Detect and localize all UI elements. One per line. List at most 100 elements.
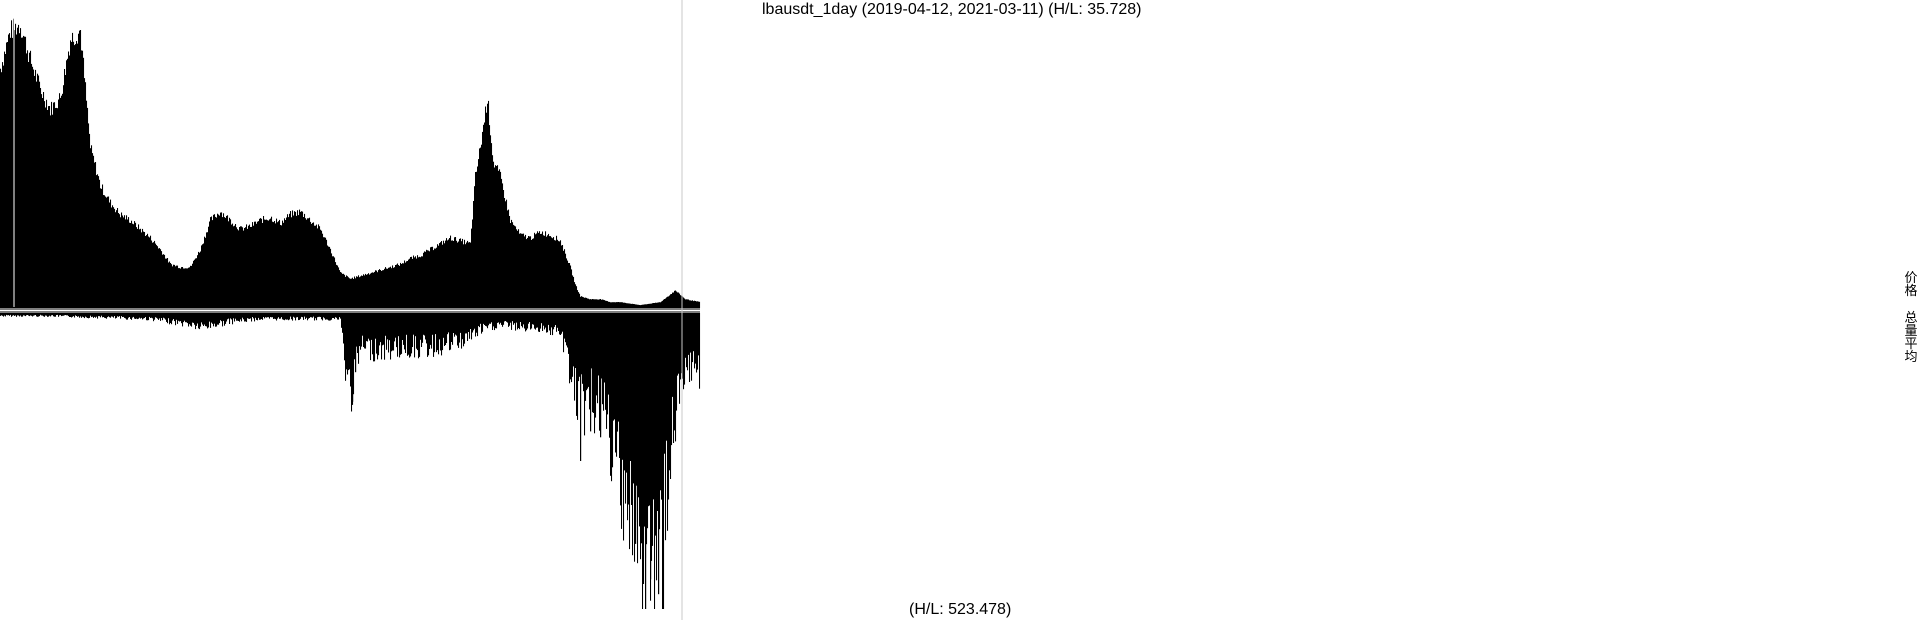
- price-bar: [81, 50, 83, 309]
- volume-bar: [18, 313, 20, 316]
- price-bar: [350, 278, 352, 308]
- volume-bar: [403, 313, 405, 345]
- price-bar: [389, 267, 391, 308]
- price-bar: [687, 299, 689, 308]
- volume-bar: [631, 313, 633, 505]
- volume-bar: [698, 313, 700, 356]
- price-bar: [260, 218, 262, 308]
- price-bar: [465, 244, 467, 308]
- price-bar: [130, 223, 132, 308]
- price-bar: [509, 216, 511, 308]
- volume-bar: [607, 313, 609, 415]
- volume-bar: [402, 313, 404, 340]
- price-bar: [482, 131, 484, 308]
- volume-bar: [43, 313, 45, 317]
- volume-bar: [141, 313, 143, 318]
- price-bar: [233, 226, 235, 308]
- price-bar: [29, 52, 31, 309]
- volume-bar: [350, 313, 352, 387]
- volume-bar: [25, 313, 27, 317]
- price-bar: [273, 222, 275, 308]
- price-bar: [303, 217, 305, 308]
- price-bar: [617, 302, 619, 308]
- volume-bar: [559, 313, 561, 335]
- price-bar: [21, 37, 23, 308]
- price-bar: [48, 106, 50, 308]
- volume-bar: [155, 313, 157, 318]
- volume-bar: [77, 313, 79, 317]
- volume-bar: [332, 313, 334, 318]
- volume-bar: [116, 313, 118, 318]
- volume-bar: [388, 313, 390, 353]
- volume-bar: [477, 313, 479, 337]
- volume-bar: [542, 313, 544, 331]
- price-bar: [507, 210, 509, 308]
- volume-bar: [574, 313, 576, 401]
- volume-bar: [565, 313, 567, 343]
- price-bar: [680, 295, 682, 308]
- volume-bar: [557, 313, 559, 328]
- volume-bar: [102, 313, 104, 318]
- volume-bar: [194, 313, 196, 325]
- price-bar: [470, 242, 472, 308]
- price-bar: [337, 265, 339, 308]
- price-bar: [316, 224, 318, 308]
- volume-bar: [42, 313, 44, 316]
- volume-bar: [266, 313, 268, 318]
- volume-bar: [108, 313, 110, 317]
- volume-bar: [679, 313, 681, 404]
- price-bar: [245, 227, 247, 308]
- volume-bar: [613, 313, 615, 421]
- price-bar: [112, 205, 114, 308]
- price-bar: [420, 257, 422, 308]
- price-bar: [147, 233, 149, 308]
- price-bar: [95, 162, 97, 308]
- price-bar: [345, 276, 347, 308]
- volume-bar: [272, 313, 274, 318]
- volume-bar: [366, 313, 368, 342]
- price-bar: [312, 222, 314, 308]
- volume-bar: [32, 313, 34, 317]
- volume-bar: [110, 313, 112, 318]
- price-bar: [458, 241, 460, 308]
- price-bar: [270, 218, 272, 308]
- volume-bar: [339, 313, 341, 318]
- price-bar: [66, 60, 68, 308]
- price-bar: [184, 268, 186, 308]
- price-bar: [251, 226, 253, 308]
- price-bar: [52, 114, 54, 308]
- volume-bar: [159, 313, 161, 319]
- price-bar: [489, 125, 491, 308]
- price-bar: [697, 301, 699, 308]
- volume-bar: [239, 313, 241, 322]
- volume-bar: [153, 313, 155, 322]
- price-bar: [26, 53, 28, 309]
- volume-bar: [386, 313, 388, 350]
- volume-bar: [555, 313, 557, 325]
- volume-bar: [564, 313, 566, 339]
- volume-bar: [540, 313, 542, 329]
- price-bar: [97, 174, 99, 308]
- price-bar: [454, 237, 456, 308]
- price-bar: [61, 95, 63, 308]
- volume-bar: [189, 313, 191, 325]
- volume-bar: [133, 313, 135, 317]
- volume-bar: [541, 313, 543, 324]
- volume-bar: [460, 313, 462, 333]
- volume-bar: [371, 313, 373, 340]
- volume-bar: [589, 313, 591, 410]
- volume-bar: [93, 313, 95, 318]
- price-bar: [424, 251, 426, 308]
- price-bar: [422, 256, 424, 308]
- volume-bar: [445, 313, 447, 345]
- volume-bar: [281, 313, 283, 318]
- price-bar: [331, 253, 333, 308]
- volume-bar: [443, 313, 445, 338]
- volume-bar: [169, 313, 171, 325]
- volume-bar: [129, 313, 131, 317]
- price-bar: [486, 112, 488, 308]
- price-bar: [339, 270, 341, 308]
- volume-bar: [250, 313, 252, 319]
- volume-bar: [362, 313, 364, 336]
